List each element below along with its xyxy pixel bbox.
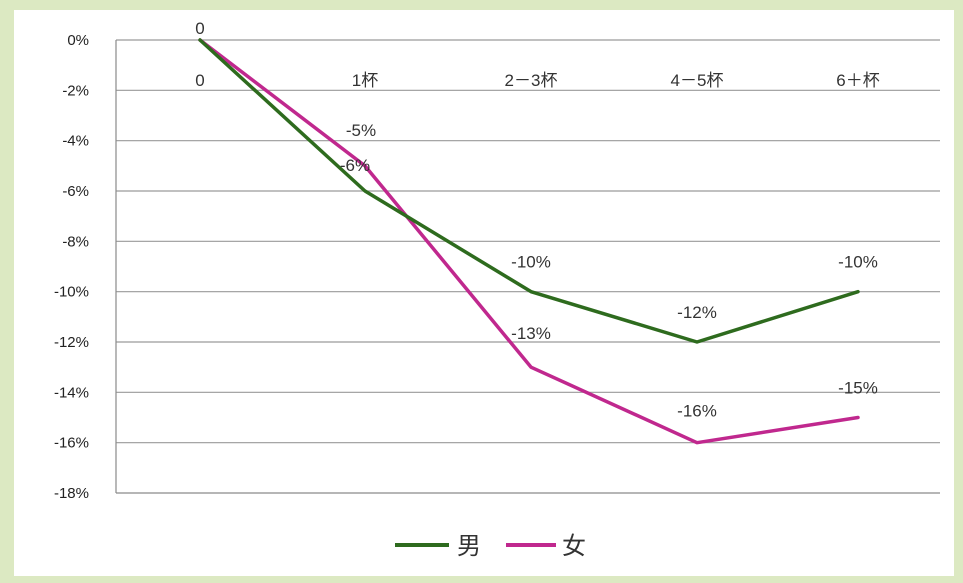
data-label-female: -5% bbox=[346, 121, 376, 140]
data-labels: 0 -6% -10% -12% -10% -5% -13% -16% -15% bbox=[195, 19, 878, 421]
y-tick-label: 0% bbox=[67, 32, 89, 49]
y-tick-label: -10% bbox=[54, 284, 89, 301]
series-lines bbox=[198, 38, 860, 445]
chart-panel bbox=[14, 10, 954, 576]
legend-label-female: 女 bbox=[562, 533, 586, 560]
data-label-male: -10% bbox=[511, 253, 551, 272]
legend: 男女 bbox=[395, 533, 586, 560]
data-label-male: 0 bbox=[195, 19, 204, 38]
y-tick-label: -14% bbox=[54, 384, 89, 401]
data-label-male: -12% bbox=[677, 303, 717, 322]
y-axis-ticks: 0% -2% -4% -6% -8% -10% -12% -14% -16% -18% bbox=[54, 32, 89, 502]
x-tick-label: 4－5杯 bbox=[671, 71, 724, 90]
data-label-female: -16% bbox=[677, 402, 717, 421]
x-tick-label: 6＋杯 bbox=[836, 71, 879, 90]
series-line-male bbox=[198, 38, 860, 344]
data-label-female: -15% bbox=[838, 379, 878, 398]
y-tick-label: -8% bbox=[62, 233, 89, 250]
x-tick-label: 1杯 bbox=[352, 71, 378, 90]
y-tick-label: -6% bbox=[62, 183, 89, 200]
y-tick-label: -2% bbox=[62, 82, 89, 99]
x-tick-label: 0 bbox=[195, 71, 204, 90]
gridlines bbox=[115, 39, 940, 494]
data-label-male: -6% bbox=[340, 156, 370, 175]
y-tick-label: -18% bbox=[54, 485, 89, 502]
data-label-female: -13% bbox=[511, 324, 551, 343]
y-tick-label: -4% bbox=[62, 133, 89, 150]
series-line-female bbox=[198, 38, 860, 445]
y-tick-label: -12% bbox=[54, 334, 89, 351]
y-tick-label: -16% bbox=[54, 435, 89, 452]
legend-label-male: 男 bbox=[457, 533, 481, 560]
x-axis-ticks: 0 1杯 2－3杯 4－5杯 6＋杯 bbox=[195, 71, 879, 90]
data-label-male: -10% bbox=[838, 253, 878, 272]
x-tick-label: 2－3杯 bbox=[505, 71, 558, 90]
